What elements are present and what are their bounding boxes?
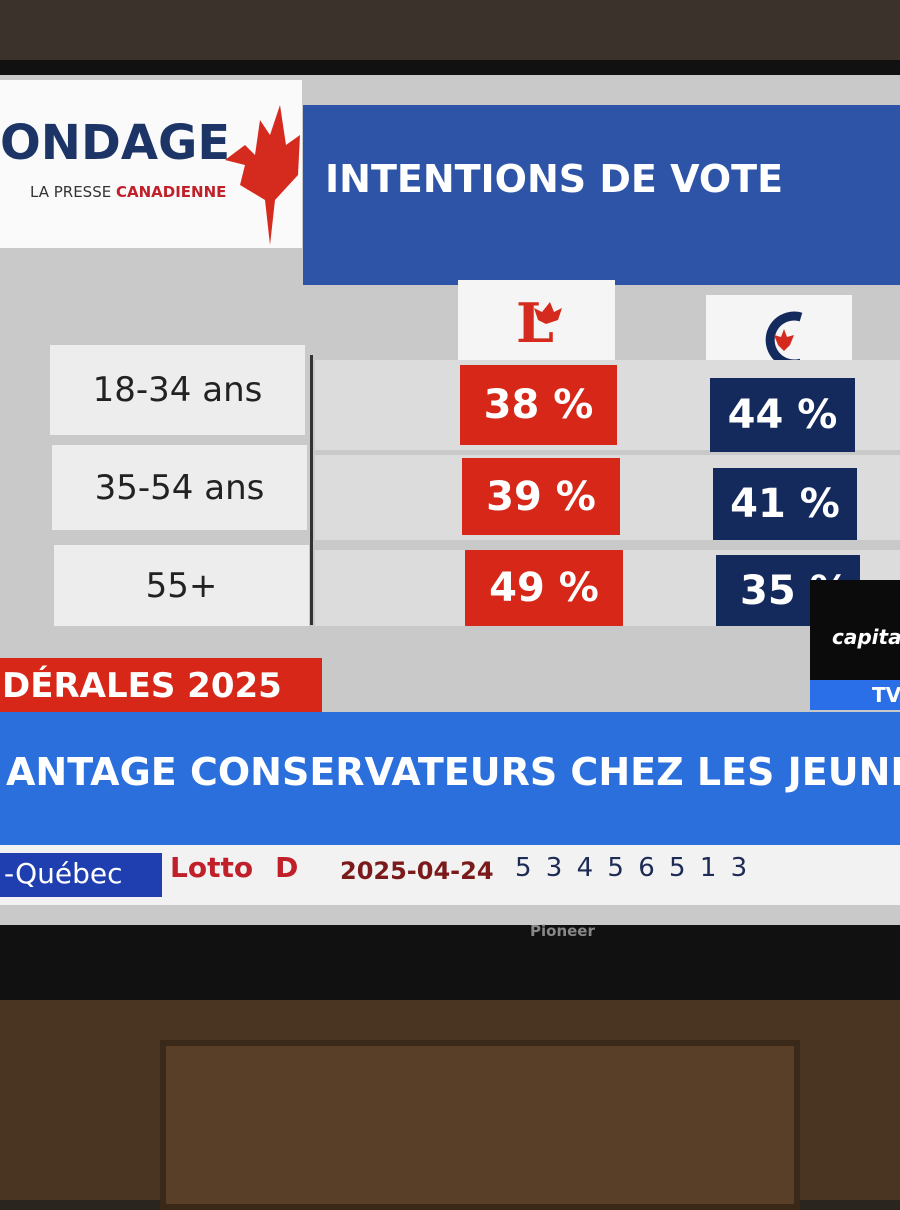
- row-label: 55+: [54, 545, 309, 626]
- draw-numbers: 5 3 4 5 6 5 1 3: [515, 853, 751, 883]
- row-label: 18-34 ans: [50, 345, 305, 435]
- liberal-value: 39 %: [462, 458, 620, 535]
- channel: -Québec: [0, 853, 162, 897]
- row-divider: [310, 355, 313, 625]
- ticker: ANTAGE CONSERVATEURS CHEZ LES JEUNES: [0, 712, 900, 845]
- lotto: Lotto: [170, 851, 254, 884]
- drawer: [160, 1040, 800, 1210]
- draw-date: 2025-04-24: [340, 857, 494, 885]
- row-label: 35-54 ans: [52, 445, 307, 530]
- liberal-logo: L: [458, 280, 615, 365]
- partner-a: LA PRESSE: [30, 183, 112, 201]
- liberal-icon: L: [516, 291, 562, 355]
- cabinet: [0, 1000, 900, 1210]
- conservative-value: 41 %: [713, 468, 857, 540]
- partner-b: CANADIENNE: [115, 183, 227, 201]
- conservative-value: 44 %: [710, 378, 855, 452]
- title: INTENTIONS DE VOTE: [325, 157, 784, 201]
- maple-leaf: [225, 105, 300, 245]
- liberal-value: 38 %: [460, 365, 617, 445]
- team-name: capitals: [832, 625, 900, 649]
- network-label: TV: [810, 680, 900, 710]
- screen: ONDAGE LA PRESSE CANADIENNE INTENTIONS D…: [0, 75, 900, 925]
- bottom-bar: -Québec Lotto D 2025-04-24 5 3 4 5 6 5 1 …: [0, 845, 900, 905]
- tv-brand: Pioneer: [530, 922, 595, 940]
- brand: ONDAGE: [0, 115, 231, 171]
- banner: DÉRALES 2025: [0, 658, 322, 717]
- header-logo-box: ONDAGE LA PRESSE CANADIENNE: [0, 80, 302, 248]
- team-overlay: capitals TV: [810, 580, 900, 710]
- title-bar: INTENTIONS DE VOTE: [303, 105, 900, 285]
- lotto-logo: Lotto D: [170, 851, 298, 884]
- liberal-value: 49 %: [465, 550, 623, 626]
- partner: LA PRESSE CANADIENNE: [30, 183, 226, 201]
- lotto-suffix: D: [275, 851, 299, 884]
